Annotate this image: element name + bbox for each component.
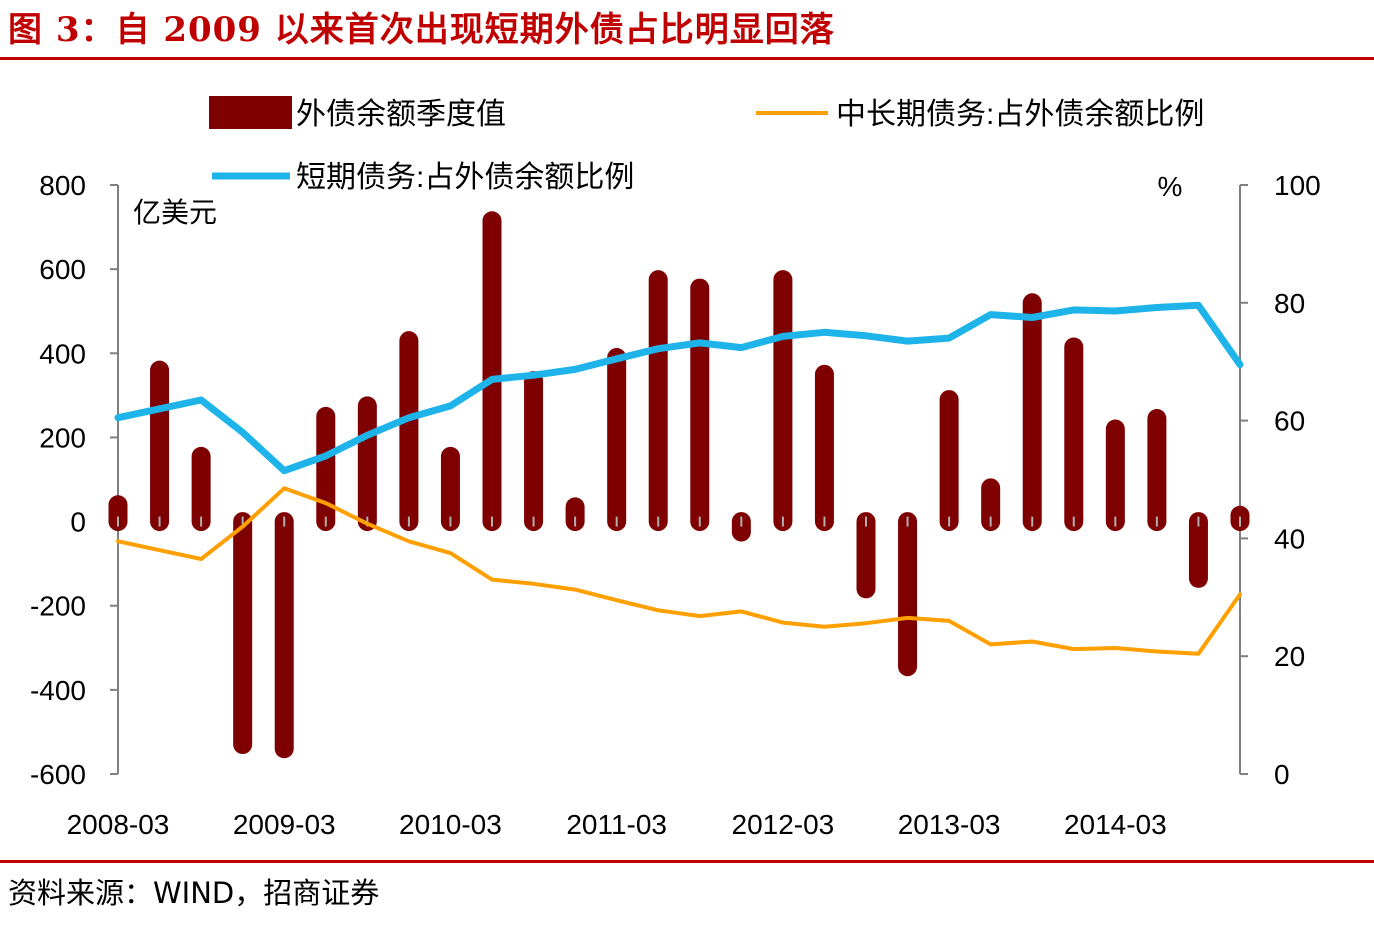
- bar: [898, 512, 918, 677]
- bar: [731, 512, 751, 542]
- bar: [607, 347, 627, 532]
- bar: [399, 331, 419, 532]
- x-axis-tick-label: 2014-03: [1064, 809, 1167, 840]
- bar: [1022, 293, 1042, 532]
- right-axis-tick-label: 0: [1274, 759, 1290, 790]
- left-axis-tick-label: 600: [39, 254, 86, 285]
- left-axis-tick-label: 0: [70, 507, 86, 538]
- chart: 8006004002000-200-400-600亿美元100806040200…: [30, 96, 1321, 840]
- x-axis-tick-label: 2011-03: [566, 809, 667, 840]
- bar: [1105, 419, 1125, 532]
- bar: [773, 270, 793, 532]
- left-axis-tick-label: -600: [30, 759, 86, 790]
- x-axis-tick-label: 2013-03: [898, 809, 1001, 840]
- left-axis-tick-label: 200: [39, 422, 86, 453]
- bar: [524, 371, 544, 532]
- bar: [939, 390, 959, 532]
- source-note: 资料来源：WIND，招商证券: [8, 876, 380, 910]
- series-line-short-term: [114, 301, 1244, 475]
- legend-label-short-term: 短期债务:占外债余额比例: [296, 161, 634, 194]
- right-axis-tick-label: 80: [1274, 288, 1305, 319]
- bar: [690, 278, 710, 532]
- bar: [482, 211, 502, 532]
- right-axis-tick-label: 60: [1274, 406, 1305, 437]
- bar: [981, 478, 1001, 532]
- bar: [440, 446, 460, 532]
- legend-label-bar: 外债余额季度值: [296, 98, 506, 131]
- left-axis-tick-label: -200: [30, 591, 86, 622]
- legend-label-long-term: 中长期债务:占外债余额比例: [836, 98, 1204, 131]
- left-axis-tick-label: 800: [39, 170, 86, 201]
- bar: [856, 512, 876, 599]
- right-axis-tick-label: 100: [1274, 170, 1321, 201]
- bar: [1147, 408, 1167, 532]
- bar: [357, 396, 377, 532]
- left-axis-tick-label: -400: [30, 675, 86, 706]
- bar: [274, 512, 294, 759]
- x-axis-tick-label: 2012-03: [732, 809, 835, 840]
- right-axis-tick-label: 40: [1274, 523, 1305, 554]
- legend-swatch-bar: [209, 96, 292, 129]
- x-axis-tick-label: 2009-03: [233, 809, 336, 840]
- right-axis-tick-label: 20: [1274, 641, 1305, 672]
- bar: [565, 497, 585, 532]
- right-axis-unit: %: [1158, 171, 1183, 202]
- bar: [316, 406, 336, 532]
- bar: [150, 360, 170, 532]
- bar: [1188, 512, 1208, 588]
- top-rule: [0, 57, 1374, 60]
- x-axis-tick-label: 2010-03: [399, 809, 502, 840]
- figure-title: 图 3：自 2009 以来首次出现短期外债占比明显回落: [8, 10, 835, 50]
- bar: [191, 446, 211, 532]
- bar: [814, 364, 834, 532]
- left-axis-unit: 亿美元: [133, 197, 217, 228]
- bottom-rule: [0, 860, 1374, 863]
- left-axis-tick-label: 400: [39, 338, 86, 369]
- bar: [1064, 337, 1084, 532]
- series-line-long-term: [116, 486, 1242, 656]
- x-axis-tick-label: 2008-03: [67, 809, 170, 840]
- bar: [108, 495, 128, 532]
- bar: [648, 270, 668, 532]
- bar: [233, 512, 253, 755]
